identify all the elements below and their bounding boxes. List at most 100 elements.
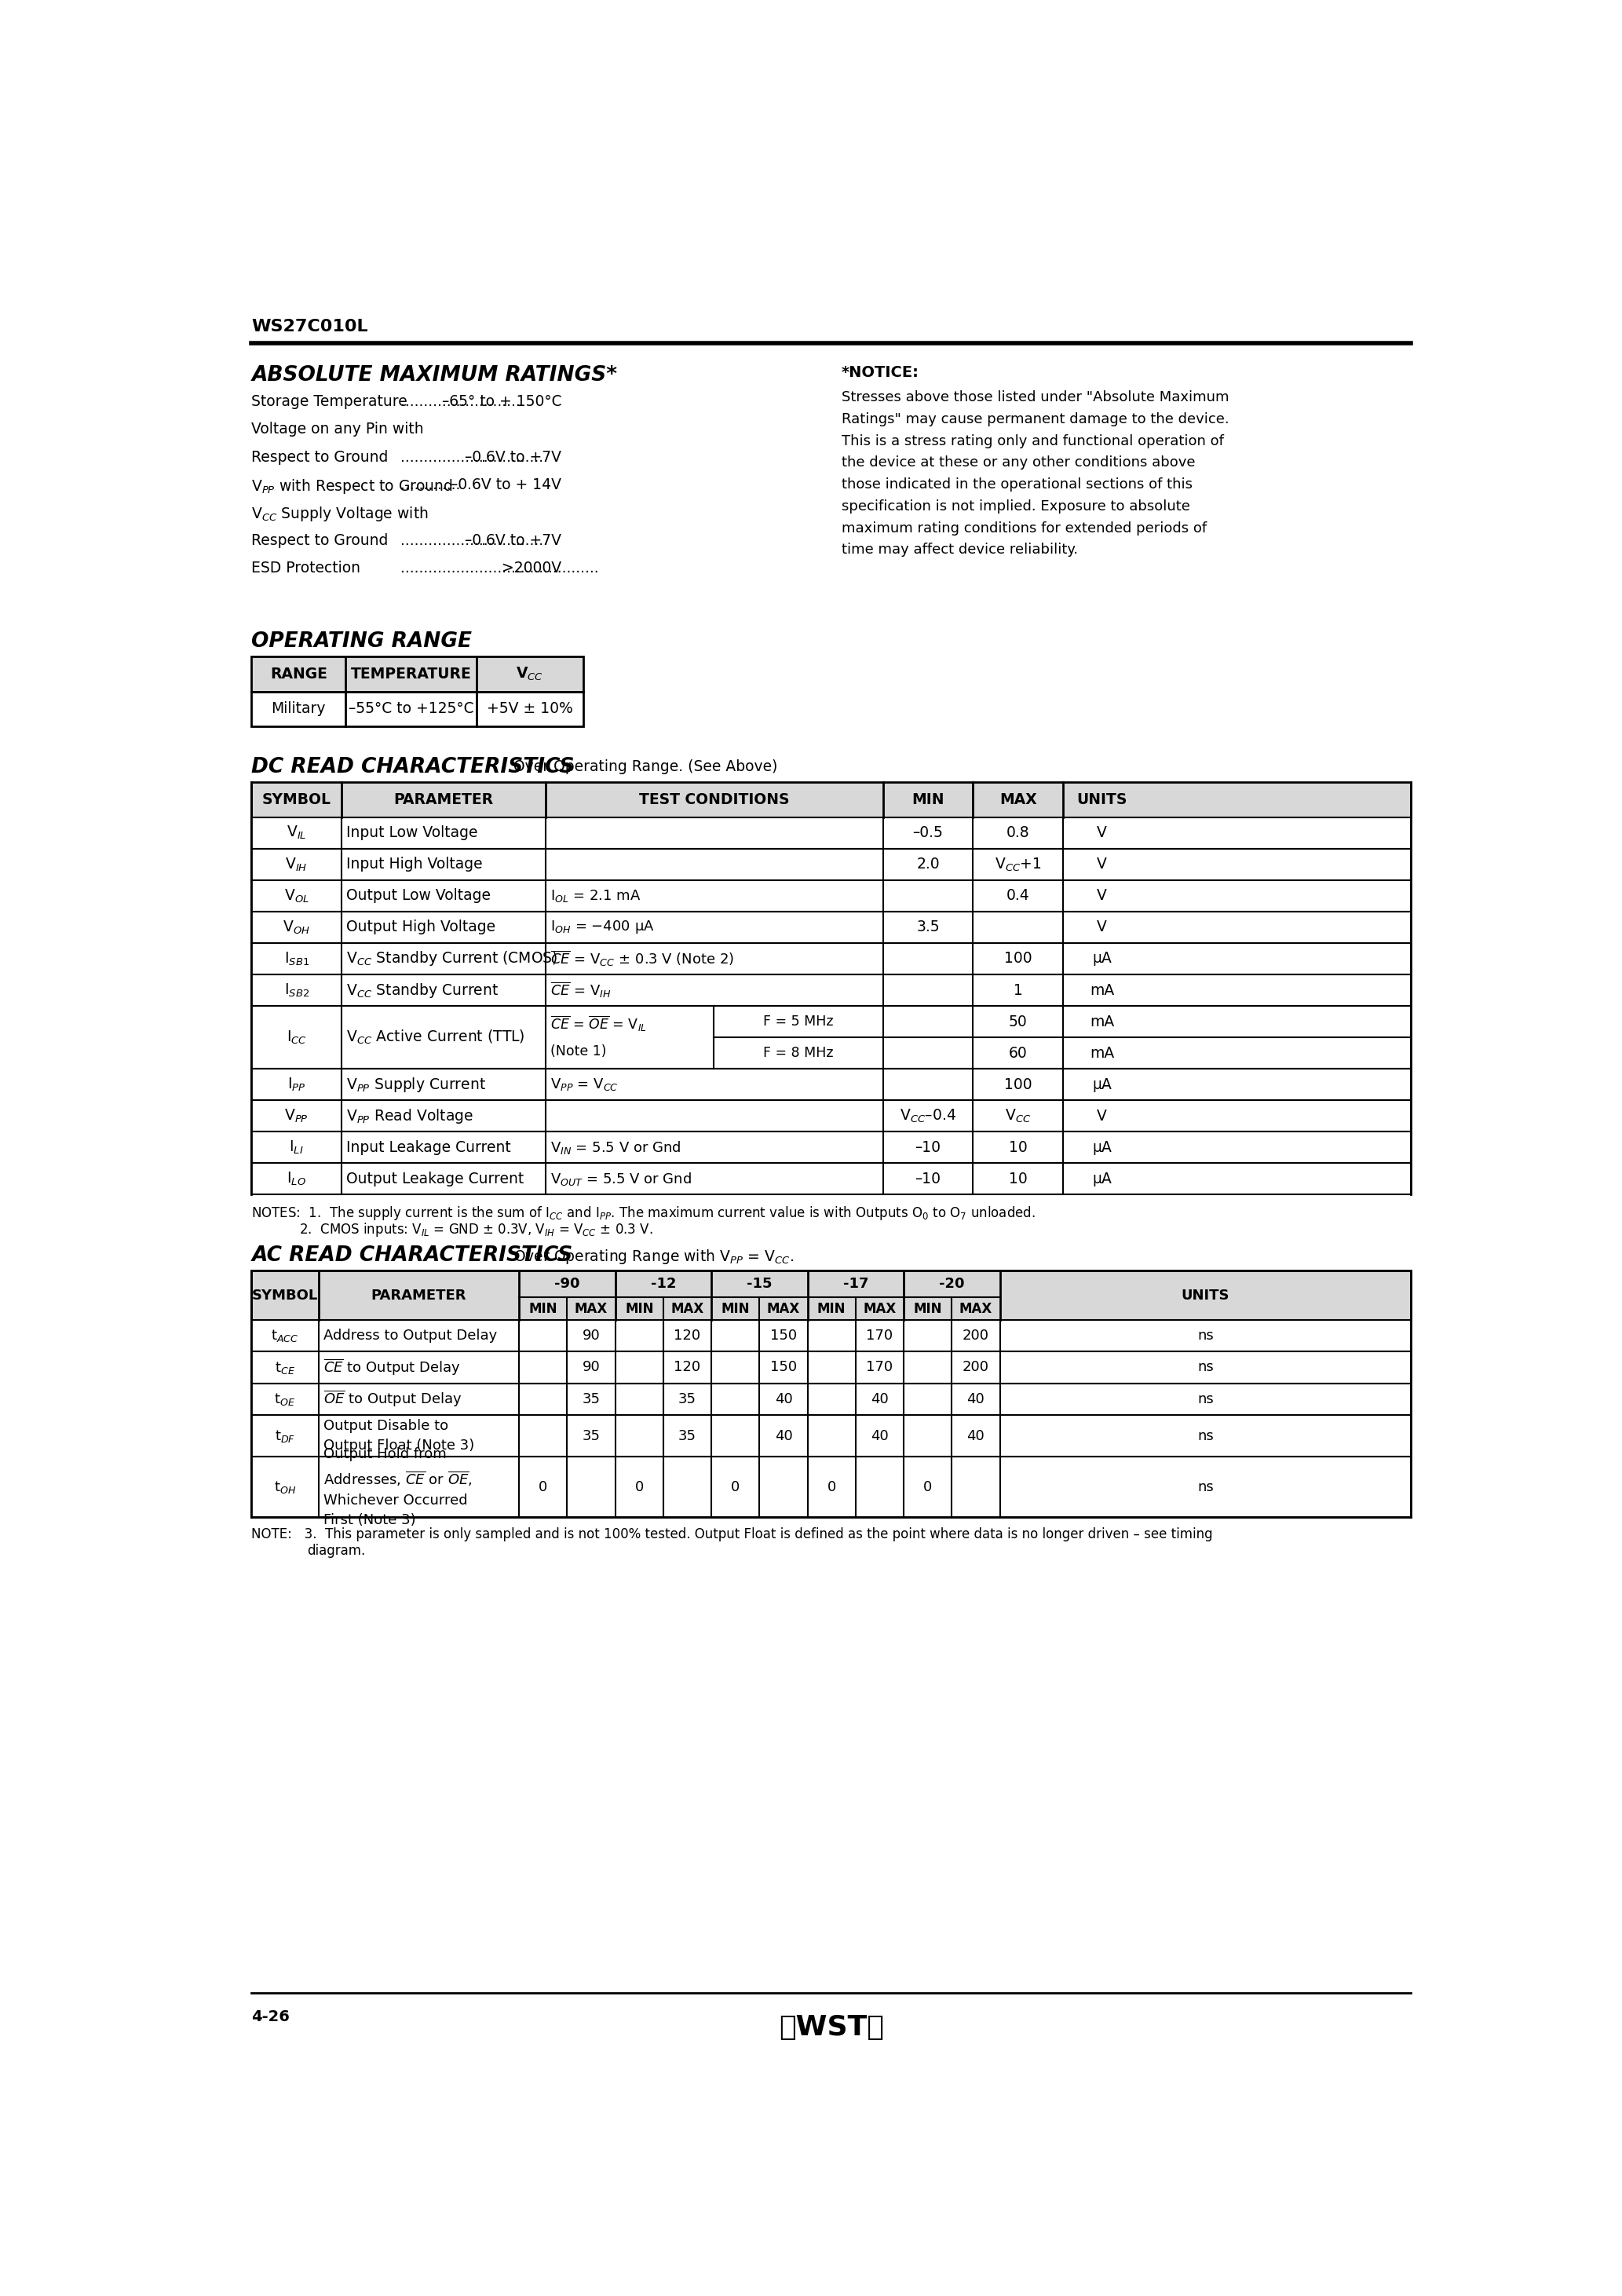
Text: ns: ns (1197, 1481, 1213, 1495)
Text: 0: 0 (539, 1481, 548, 1495)
Text: 35: 35 (582, 1428, 600, 1442)
Text: time may affect device reliability.: time may affect device reliability. (842, 542, 1079, 558)
Text: V$_{PP}$ Read Voltage: V$_{PP}$ Read Voltage (347, 1107, 474, 1125)
Text: Storage Temperature: Storage Temperature (251, 395, 407, 409)
Text: maximum rating conditions for extended periods of: maximum rating conditions for extended p… (842, 521, 1207, 535)
Text: ns: ns (1197, 1428, 1213, 1442)
Text: 150: 150 (770, 1329, 796, 1343)
Text: PARAMETER: PARAMETER (394, 792, 493, 808)
Text: MAX: MAX (574, 1302, 608, 1316)
Text: Address to Output Delay: Address to Output Delay (323, 1329, 496, 1343)
Bar (251, 944, 1411, 974)
Text: 100: 100 (1004, 1077, 1032, 1093)
Text: F = 8 MHz: F = 8 MHz (762, 1047, 834, 1061)
Bar (251, 691, 582, 726)
Text: MAX: MAX (672, 1302, 704, 1316)
Text: 150: 150 (770, 1362, 796, 1375)
Text: mA: mA (1090, 983, 1114, 999)
Bar (251, 1164, 1411, 1194)
Text: I$_{OL}$ = 2.1 mA: I$_{OL}$ = 2.1 mA (550, 889, 641, 905)
Text: Output High Voltage: Output High Voltage (347, 921, 496, 934)
Text: SYMBOL: SYMBOL (251, 1288, 318, 1302)
Text: Output Disable to
Output Float (Note 3): Output Disable to Output Float (Note 3) (323, 1419, 474, 1453)
Text: V$_{PP}$ with Respect to Ground: V$_{PP}$ with Respect to Ground (251, 478, 453, 496)
Text: 1: 1 (1014, 983, 1023, 999)
Text: MIN: MIN (913, 1302, 942, 1316)
Text: V$_{OUT}$ = 5.5 V or Gnd: V$_{OUT}$ = 5.5 V or Gnd (550, 1171, 691, 1187)
Text: 200: 200 (962, 1329, 989, 1343)
Text: UNITS: UNITS (1181, 1288, 1229, 1302)
Bar (251, 1006, 1411, 1068)
Text: $\overline{CE}$ = $\overline{OE}$ = V$_{IL}$: $\overline{CE}$ = $\overline{OE}$ = V$_{… (550, 1015, 647, 1033)
Text: V: V (1096, 889, 1108, 902)
Text: $\overline{CE}$ = V$_{CC}$ ± 0.3 V (Note 2): $\overline{CE}$ = V$_{CC}$ ± 0.3 V (Note… (550, 948, 735, 969)
Text: -15: -15 (746, 1277, 772, 1290)
Text: MIN: MIN (817, 1302, 847, 1316)
Text: Input Low Voltage: Input Low Voltage (347, 827, 478, 840)
Text: (Note 1): (Note 1) (550, 1045, 607, 1058)
Text: Respect to Ground: Respect to Ground (251, 450, 388, 464)
Text: -17: -17 (843, 1277, 868, 1290)
Text: ns: ns (1197, 1329, 1213, 1343)
Text: 120: 120 (675, 1362, 701, 1375)
Text: 40: 40 (871, 1428, 889, 1442)
Text: 2.0: 2.0 (916, 856, 939, 872)
Text: MIN: MIN (722, 1302, 749, 1316)
Bar (251, 850, 1411, 879)
Text: Input Leakage Current: Input Leakage Current (347, 1139, 511, 1155)
Text: I$_{LI}$: I$_{LI}$ (289, 1139, 303, 1155)
Bar (251, 1100, 1411, 1132)
Bar (251, 1382, 1411, 1414)
Text: V$_{PP}$: V$_{PP}$ (284, 1107, 308, 1125)
Text: 0: 0 (923, 1481, 933, 1495)
Text: t$_{ACC}$: t$_{ACC}$ (271, 1327, 298, 1343)
Text: I$_{SB1}$: I$_{SB1}$ (284, 951, 310, 967)
Text: -12: -12 (650, 1277, 676, 1290)
Text: .............: ............. (401, 478, 461, 491)
Text: –55°C to +125°C: –55°C to +125°C (349, 703, 474, 716)
Text: V$_{IL}$: V$_{IL}$ (287, 824, 307, 840)
Text: those indicated in the operational sections of this: those indicated in the operational secti… (842, 478, 1192, 491)
Text: 3.5: 3.5 (916, 921, 939, 934)
Text: 40: 40 (967, 1428, 985, 1442)
Text: –0.6V to + 14V: –0.6V to + 14V (451, 478, 561, 491)
Text: MAX: MAX (999, 792, 1036, 808)
Text: I$_{PP}$: I$_{PP}$ (287, 1077, 305, 1093)
Text: 35: 35 (678, 1391, 696, 1405)
Text: V$_{CC}$: V$_{CC}$ (1006, 1107, 1032, 1125)
Text: Respect to Ground: Respect to Ground (251, 533, 388, 549)
Text: +5V ± 10%: +5V ± 10% (487, 703, 573, 716)
Text: MIN: MIN (624, 1302, 654, 1316)
Text: MIN: MIN (912, 792, 944, 808)
Text: *NOTICE:: *NOTICE: (842, 365, 920, 379)
Text: OPERATING RANGE: OPERATING RANGE (251, 631, 472, 652)
Text: Output Hold from
Addresses, $\overline{CE}$ or $\overline{OE}$,
Whichever Occurr: Output Hold from Addresses, $\overline{C… (323, 1446, 472, 1527)
Text: SYMBOL: SYMBOL (261, 792, 331, 808)
Text: $\overline{CE}$ = V$_{IH}$: $\overline{CE}$ = V$_{IH}$ (550, 980, 611, 999)
Bar (251, 1458, 1411, 1518)
Text: ...........................................: ........................................… (401, 560, 599, 576)
Bar (251, 912, 1411, 944)
Text: 0: 0 (634, 1481, 644, 1495)
Bar (251, 1068, 1411, 1100)
Text: 10: 10 (1009, 1171, 1027, 1187)
Text: 90: 90 (582, 1362, 600, 1375)
Text: This is a stress rating only and functional operation of: This is a stress rating only and functio… (842, 434, 1225, 448)
Text: NOTE:   3.  This parameter is only sampled and is not 100% tested. Output Float : NOTE: 3. This parameter is only sampled … (251, 1527, 1213, 1541)
Text: ABSOLUTE MAXIMUM RATINGS*: ABSOLUTE MAXIMUM RATINGS* (251, 365, 618, 386)
Bar (251, 1132, 1411, 1164)
Text: TEMPERATURE: TEMPERATURE (350, 666, 472, 682)
Text: 100: 100 (1004, 951, 1032, 967)
Text: –10: –10 (915, 1171, 941, 1187)
Text: mA: mA (1090, 1015, 1114, 1029)
Text: I$_{OH}$ = −400 μA: I$_{OH}$ = −400 μA (550, 918, 654, 934)
Text: 120: 120 (675, 1329, 701, 1343)
Text: $\overline{CE}$ to Output Delay: $\overline{CE}$ to Output Delay (323, 1357, 461, 1378)
Text: V$_{OH}$: V$_{OH}$ (282, 918, 310, 937)
Text: –0.6V to +7V: –0.6V to +7V (466, 450, 561, 464)
Text: V$_{PP}$ Supply Current: V$_{PP}$ Supply Current (347, 1075, 487, 1093)
Text: Output Leakage Current: Output Leakage Current (347, 1171, 524, 1187)
Text: 170: 170 (866, 1362, 894, 1375)
Text: F = 5 MHz: F = 5 MHz (762, 1015, 834, 1029)
Text: DC READ CHARACTERISTICS: DC READ CHARACTERISTICS (251, 758, 574, 778)
